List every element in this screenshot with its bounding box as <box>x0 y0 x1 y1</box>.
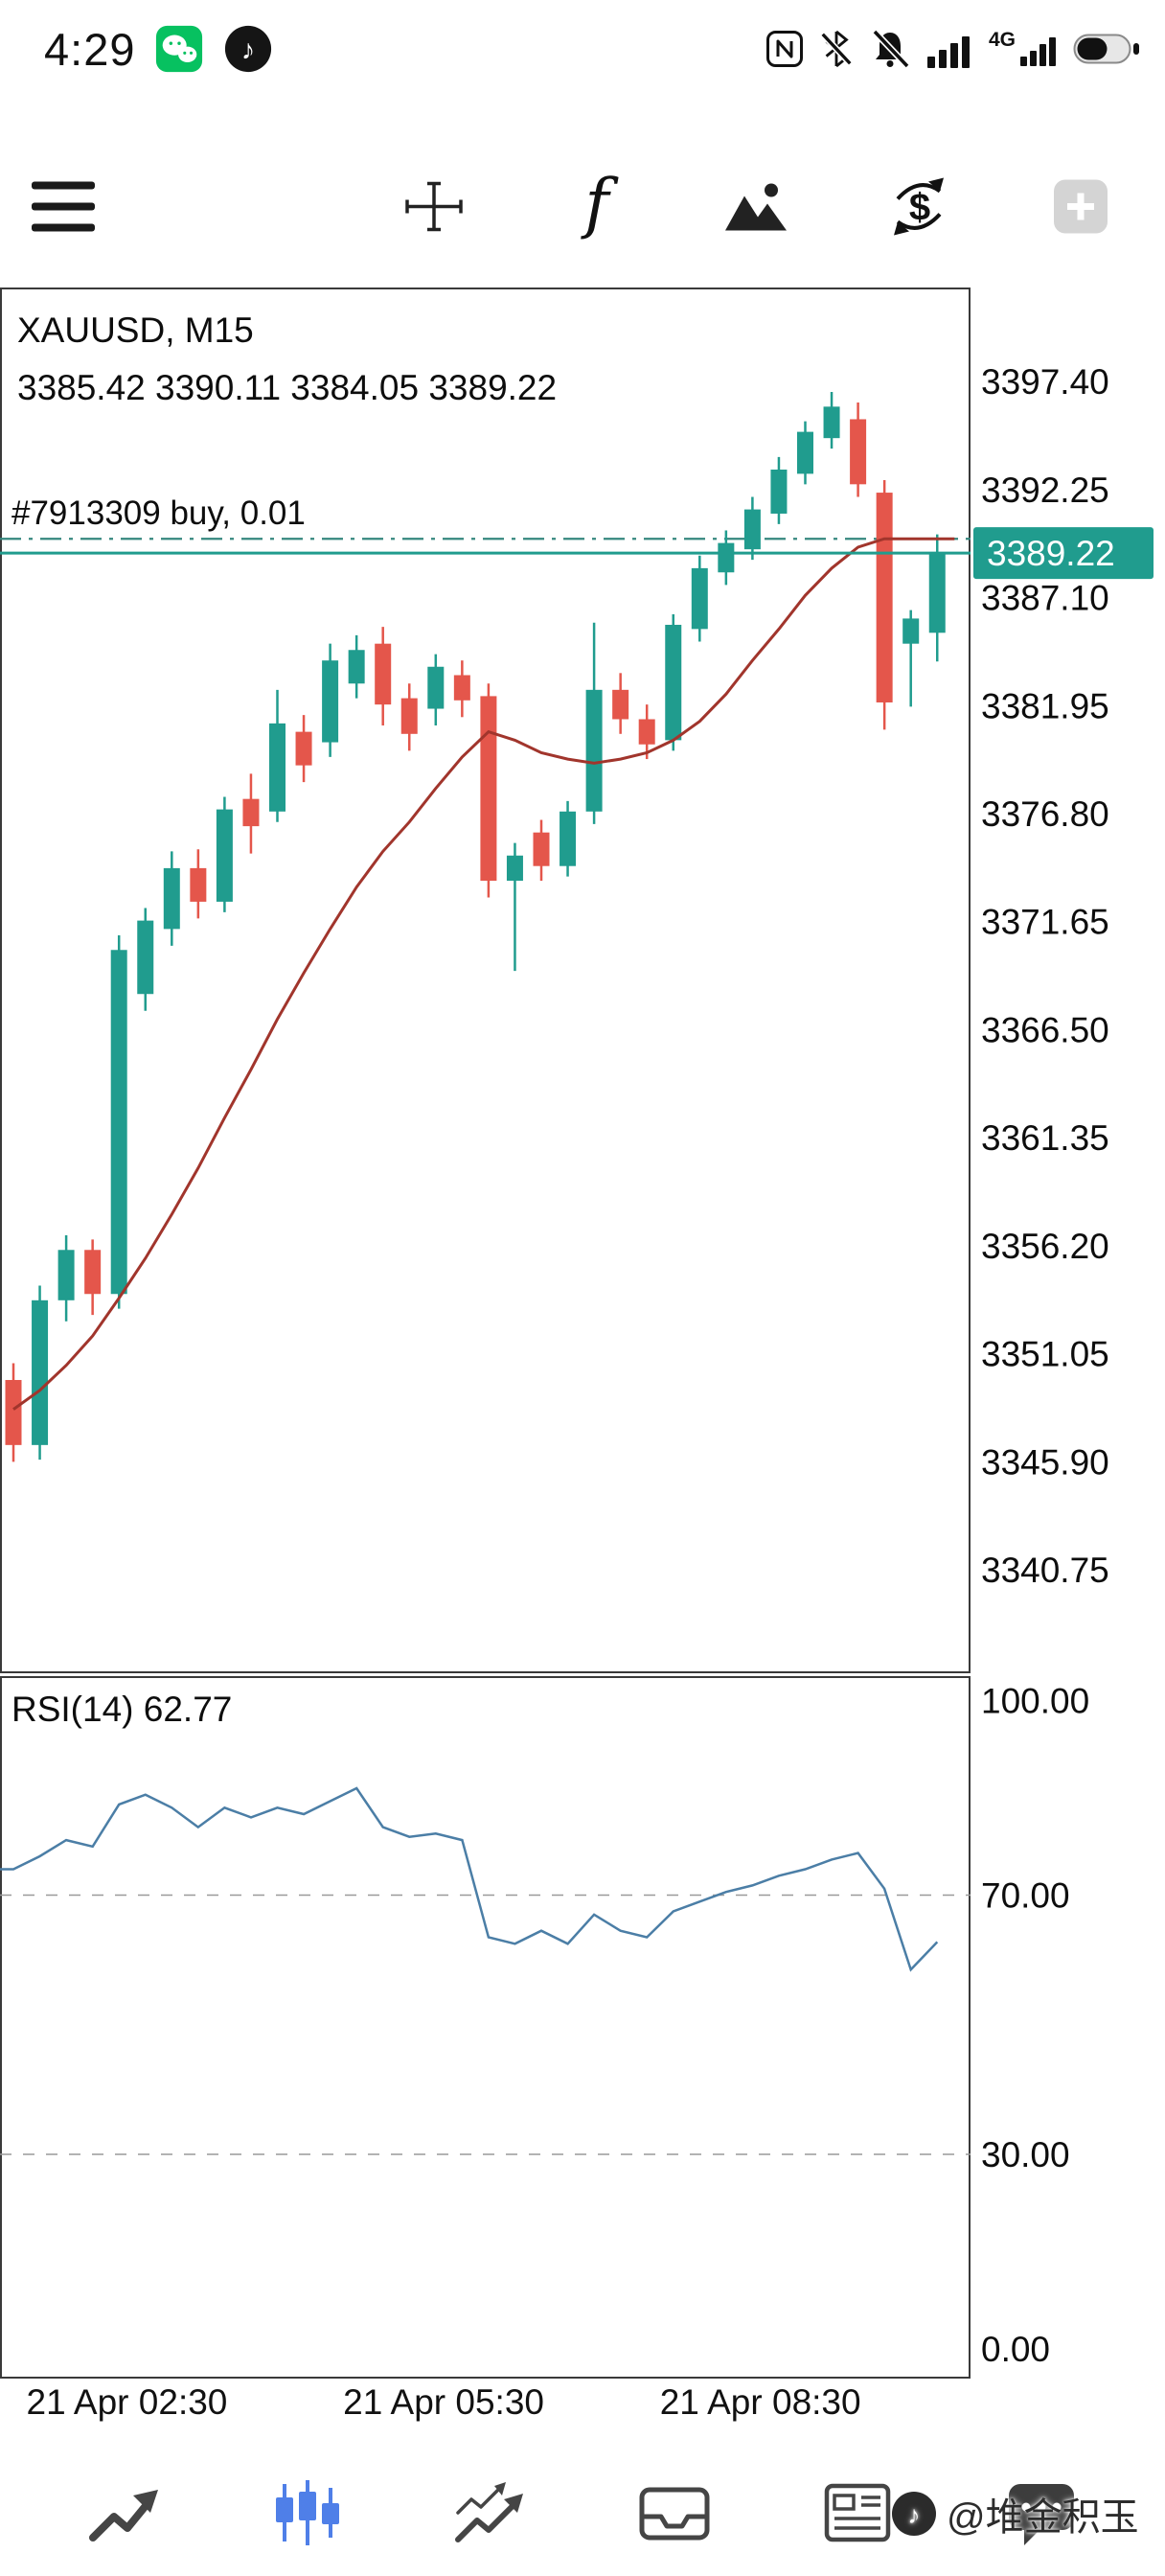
time-axis-label: 21 Apr 05:30 <box>343 2382 544 2422</box>
signal-bars-icon <box>927 36 970 68</box>
signal-4g-icon: 4G <box>989 29 1056 66</box>
svg-text:30.00: 30.00 <box>981 2135 1070 2174</box>
price-chart-canvas[interactable]: 3397.40 3392.25 3387.10 3381.95 3376.80 3371.… <box>0 288 1165 1673</box>
svg-text:0.00: 0.00 <box>981 2330 1050 2369</box>
watermark-text: @堆金积玉 <box>947 2496 1139 2539</box>
svg-text:70.00: 70.00 <box>981 1876 1070 1916</box>
rsi-indicator-panel[interactable]: 100.00 70.00 30.00 0.00 RSI(14) 62.77 <box>0 1676 1165 2379</box>
tab-history[interactable] <box>633 2475 716 2550</box>
symbol-timeframe-label: XAUUSD, M15 <box>17 310 254 350</box>
svg-text:3376.80: 3376.80 <box>981 794 1109 834</box>
price-axis-labels: 3397.40 3392.25 3387.10 3381.95 3376.80 3371.… <box>981 362 1109 1590</box>
candlestick-series <box>5 392 946 1462</box>
ma-line <box>12 537 955 1411</box>
battery-icon <box>1073 34 1139 64</box>
rsi-canvas[interactable]: 100.00 70.00 30.00 0.00 <box>0 1676 1165 2379</box>
top-toolbar: f $ <box>0 144 1165 273</box>
tab-charts[interactable] <box>266 2475 349 2550</box>
chat-bubble-icon <box>1008 2484 1074 2545</box>
newspaper-icon <box>825 2483 891 2542</box>
trend-lines-icon <box>455 2482 524 2542</box>
svg-text:♪: ♪ <box>908 2500 921 2529</box>
svg-text:3392.25: 3392.25 <box>981 471 1109 510</box>
trade-dollar-icon: $ <box>894 177 944 235</box>
add-chart-icon <box>1054 179 1108 233</box>
clock: 4:29 <box>44 23 136 75</box>
svg-text:100.00: 100.00 <box>981 1682 1089 1721</box>
crosshair-icon <box>405 181 463 231</box>
nfc-icon <box>766 31 803 67</box>
rsi-value-label: RSI(14) 62.77 <box>11 1690 233 1729</box>
status-left: 4:29 ♪ <box>44 23 273 76</box>
price-badge-value: 3389.22 <box>987 534 1115 573</box>
menu-button[interactable] <box>32 180 95 237</box>
tab-messages[interactable] <box>1000 2475 1083 2550</box>
bottom-nav-bar <box>0 2450 1165 2576</box>
bluetooth-off-icon <box>820 30 853 68</box>
rsi-line <box>0 1786 939 1972</box>
tiktok-icon: ♪ <box>225 25 272 73</box>
svg-text:f: f <box>580 170 619 242</box>
tab-news[interactable] <box>816 2475 899 2550</box>
time-axis-label: 21 Apr 02:30 <box>26 2382 228 2422</box>
function-f-icon: f <box>580 166 619 242</box>
svg-text:3371.65: 3371.65 <box>981 903 1109 942</box>
ohlc-values-label: 3385.42 3390.11 3384.05 3389.22 <box>17 368 558 407</box>
status-bar: 4:29 ♪ <box>0 0 1165 98</box>
price-plot-border <box>0 288 971 1673</box>
watermark: ♪ @堆金积玉 <box>891 2486 1139 2542</box>
candlestick-chart-icon <box>275 2480 339 2545</box>
rsi-axis-labels: 100.00 70.00 30.00 0.00 <box>981 1682 1089 2369</box>
objects-mountains-icon <box>725 183 787 230</box>
tab-quotes[interactable] <box>82 2475 165 2550</box>
svg-text:$: $ <box>909 186 930 228</box>
watermark-logo-icon: ♪ <box>892 2492 936 2536</box>
indicators-button[interactable]: f <box>574 166 620 247</box>
svg-text:3381.95: 3381.95 <box>981 686 1109 725</box>
svg-text:3345.90: 3345.90 <box>981 1442 1109 1482</box>
wechat-icon <box>156 25 203 73</box>
time-axis-label: 21 Apr 08:30 <box>659 2382 861 2422</box>
svg-text:3361.35: 3361.35 <box>981 1118 1109 1158</box>
price-badge <box>973 527 1154 580</box>
mute-bell-icon <box>872 29 910 69</box>
status-right: 4G <box>765 28 1140 70</box>
tab-trade[interactable] <box>449 2475 532 2550</box>
inbox-tray-icon <box>639 2487 710 2541</box>
new-order-button[interactable]: $ <box>884 173 955 243</box>
svg-text:3366.50: 3366.50 <box>981 1010 1109 1049</box>
quotes-arrow-icon <box>89 2490 158 2542</box>
svg-text:3387.10: 3387.10 <box>981 579 1109 618</box>
open-position-label: #7913309 buy, 0.01 <box>11 494 306 532</box>
svg-text:♪: ♪ <box>241 35 255 66</box>
crosshair-button[interactable] <box>403 175 465 242</box>
svg-text:3351.05: 3351.05 <box>981 1335 1109 1374</box>
time-axis: 21 Apr 02:30 21 Apr 05:30 21 Apr 08:30 <box>0 2382 1165 2432</box>
svg-text:3340.75: 3340.75 <box>981 1551 1109 1590</box>
svg-text:4G: 4G <box>989 29 1016 51</box>
svg-text:3356.20: 3356.20 <box>981 1227 1109 1266</box>
add-chart-button[interactable] <box>1050 175 1111 242</box>
price-chart-panel[interactable]: 3397.40 3392.25 3387.10 3381.95 3376.80 3371.… <box>0 288 1165 1673</box>
objects-button[interactable] <box>723 178 788 239</box>
rsi-plot-border <box>0 1676 971 2379</box>
svg-text:3397.40: 3397.40 <box>981 362 1109 402</box>
hamburger-icon <box>32 181 95 231</box>
